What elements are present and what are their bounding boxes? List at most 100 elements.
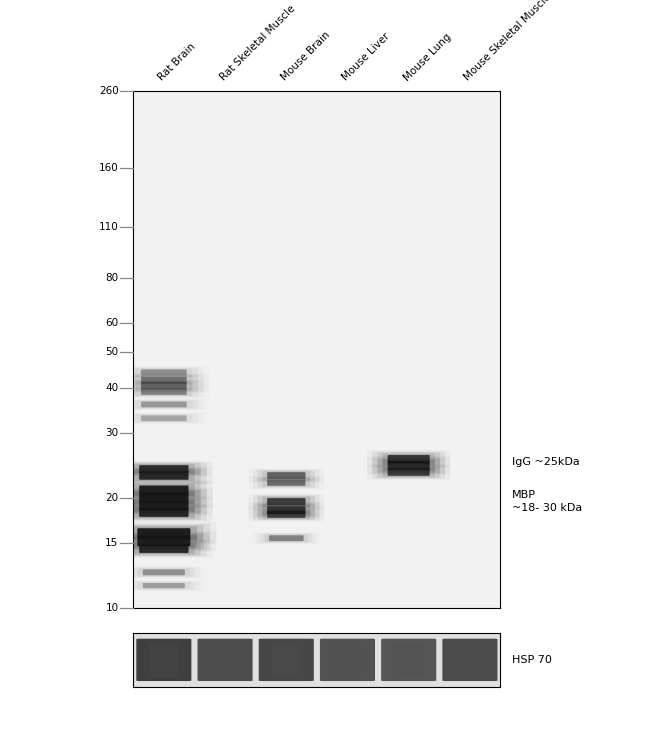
- FancyBboxPatch shape: [130, 381, 198, 391]
- Text: Mouse Skeletal Muscle: Mouse Skeletal Muscle: [463, 0, 553, 83]
- Text: 50: 50: [105, 347, 118, 357]
- FancyBboxPatch shape: [394, 643, 424, 677]
- FancyBboxPatch shape: [266, 506, 306, 514]
- FancyBboxPatch shape: [382, 454, 435, 465]
- FancyBboxPatch shape: [127, 498, 201, 513]
- FancyBboxPatch shape: [139, 471, 188, 479]
- FancyBboxPatch shape: [121, 505, 207, 521]
- FancyBboxPatch shape: [387, 468, 430, 476]
- FancyBboxPatch shape: [387, 461, 430, 470]
- FancyBboxPatch shape: [143, 569, 185, 575]
- FancyBboxPatch shape: [262, 510, 310, 519]
- FancyBboxPatch shape: [372, 457, 445, 474]
- FancyBboxPatch shape: [266, 510, 306, 519]
- Text: 40: 40: [105, 383, 118, 393]
- Text: Rat Skeletal Muscle: Rat Skeletal Muscle: [218, 4, 297, 83]
- FancyBboxPatch shape: [382, 467, 435, 477]
- FancyBboxPatch shape: [139, 501, 188, 510]
- FancyBboxPatch shape: [124, 525, 203, 541]
- FancyBboxPatch shape: [139, 492, 188, 503]
- FancyBboxPatch shape: [139, 544, 188, 553]
- FancyBboxPatch shape: [443, 639, 497, 681]
- FancyBboxPatch shape: [141, 369, 187, 376]
- FancyBboxPatch shape: [127, 463, 201, 475]
- FancyBboxPatch shape: [133, 484, 195, 496]
- FancyBboxPatch shape: [253, 508, 320, 521]
- Text: 110: 110: [99, 222, 118, 232]
- FancyBboxPatch shape: [121, 488, 207, 507]
- Text: IgG ~25kDa: IgG ~25kDa: [512, 458, 579, 467]
- FancyBboxPatch shape: [139, 464, 188, 473]
- FancyBboxPatch shape: [138, 569, 190, 576]
- FancyBboxPatch shape: [253, 495, 320, 509]
- FancyBboxPatch shape: [135, 368, 192, 377]
- Text: Rat Brain: Rat Brain: [157, 42, 198, 83]
- FancyBboxPatch shape: [382, 460, 435, 472]
- FancyBboxPatch shape: [388, 455, 430, 464]
- FancyBboxPatch shape: [124, 534, 203, 549]
- FancyBboxPatch shape: [268, 535, 304, 541]
- FancyBboxPatch shape: [257, 496, 315, 507]
- FancyBboxPatch shape: [262, 497, 310, 507]
- FancyBboxPatch shape: [253, 503, 320, 517]
- FancyBboxPatch shape: [135, 375, 192, 384]
- FancyBboxPatch shape: [121, 467, 207, 483]
- FancyBboxPatch shape: [127, 490, 201, 505]
- FancyBboxPatch shape: [455, 643, 485, 677]
- FancyBboxPatch shape: [137, 528, 190, 538]
- FancyBboxPatch shape: [127, 506, 201, 519]
- FancyBboxPatch shape: [133, 543, 195, 554]
- FancyBboxPatch shape: [149, 643, 179, 677]
- FancyBboxPatch shape: [265, 535, 308, 542]
- FancyBboxPatch shape: [121, 498, 207, 514]
- FancyBboxPatch shape: [140, 401, 187, 408]
- FancyBboxPatch shape: [118, 524, 210, 543]
- Text: 60: 60: [105, 319, 118, 328]
- FancyBboxPatch shape: [257, 478, 315, 488]
- FancyBboxPatch shape: [267, 507, 306, 514]
- FancyBboxPatch shape: [266, 498, 306, 506]
- FancyBboxPatch shape: [267, 511, 306, 518]
- FancyBboxPatch shape: [139, 471, 188, 480]
- FancyBboxPatch shape: [266, 479, 306, 486]
- FancyBboxPatch shape: [135, 387, 192, 396]
- Text: 20: 20: [105, 493, 118, 503]
- Text: 160: 160: [99, 162, 118, 173]
- FancyBboxPatch shape: [267, 472, 306, 479]
- Text: 10: 10: [105, 602, 118, 613]
- FancyBboxPatch shape: [137, 537, 190, 546]
- FancyBboxPatch shape: [262, 505, 310, 516]
- FancyBboxPatch shape: [140, 369, 187, 376]
- Text: Mouse Liver: Mouse Liver: [341, 32, 392, 83]
- FancyBboxPatch shape: [262, 471, 310, 480]
- FancyBboxPatch shape: [198, 639, 253, 681]
- FancyBboxPatch shape: [141, 389, 187, 395]
- FancyBboxPatch shape: [127, 469, 201, 482]
- FancyBboxPatch shape: [266, 472, 306, 479]
- FancyBboxPatch shape: [257, 504, 315, 516]
- FancyBboxPatch shape: [139, 508, 188, 517]
- FancyBboxPatch shape: [269, 535, 304, 541]
- FancyBboxPatch shape: [387, 455, 430, 464]
- FancyBboxPatch shape: [257, 470, 315, 481]
- Text: HSP 70: HSP 70: [512, 655, 551, 665]
- FancyBboxPatch shape: [133, 464, 195, 474]
- FancyBboxPatch shape: [133, 470, 195, 481]
- FancyBboxPatch shape: [121, 462, 207, 476]
- FancyBboxPatch shape: [139, 485, 188, 495]
- FancyBboxPatch shape: [259, 639, 314, 681]
- FancyBboxPatch shape: [262, 478, 310, 487]
- FancyBboxPatch shape: [133, 500, 195, 512]
- FancyBboxPatch shape: [139, 509, 188, 517]
- FancyBboxPatch shape: [381, 639, 436, 681]
- FancyBboxPatch shape: [140, 382, 187, 390]
- FancyBboxPatch shape: [136, 639, 191, 681]
- FancyBboxPatch shape: [141, 382, 187, 389]
- FancyBboxPatch shape: [377, 458, 440, 473]
- Text: 260: 260: [99, 85, 118, 96]
- FancyBboxPatch shape: [139, 465, 188, 473]
- Text: 15: 15: [105, 538, 118, 548]
- FancyBboxPatch shape: [372, 451, 445, 467]
- FancyBboxPatch shape: [388, 461, 430, 470]
- FancyBboxPatch shape: [140, 388, 187, 396]
